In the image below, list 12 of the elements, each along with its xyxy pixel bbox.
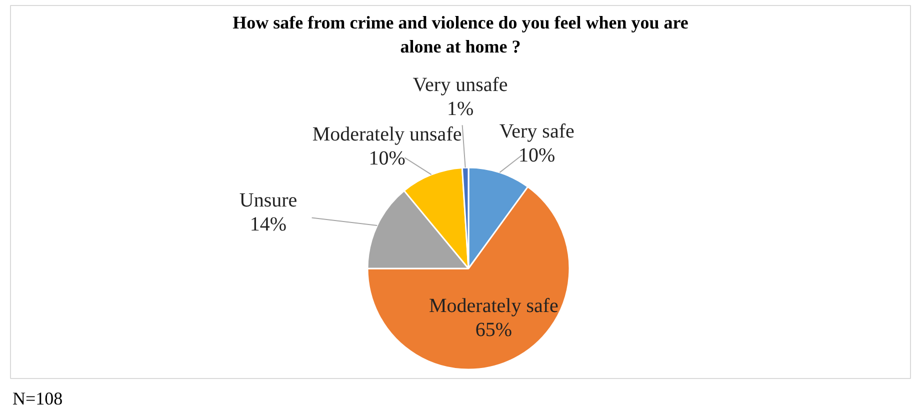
data-label: 14% (250, 214, 287, 236)
data-label: 65% (475, 319, 512, 342)
slice-label: Moderately safe (429, 294, 559, 317)
slice-label: Very safe (499, 120, 574, 143)
data-label: 10% (368, 148, 406, 170)
slice-label: Unsure (239, 189, 298, 212)
slice-label: Moderately unsafe (312, 123, 462, 146)
data-label: 1% (446, 98, 474, 120)
data-label: 10% (518, 144, 556, 167)
slice-label: Very unsafe (412, 74, 508, 96)
text: N=108 (12, 388, 63, 408)
chart-title: How safe from crime and violence do you feel when you are alone at home ? (232, 12, 688, 56)
